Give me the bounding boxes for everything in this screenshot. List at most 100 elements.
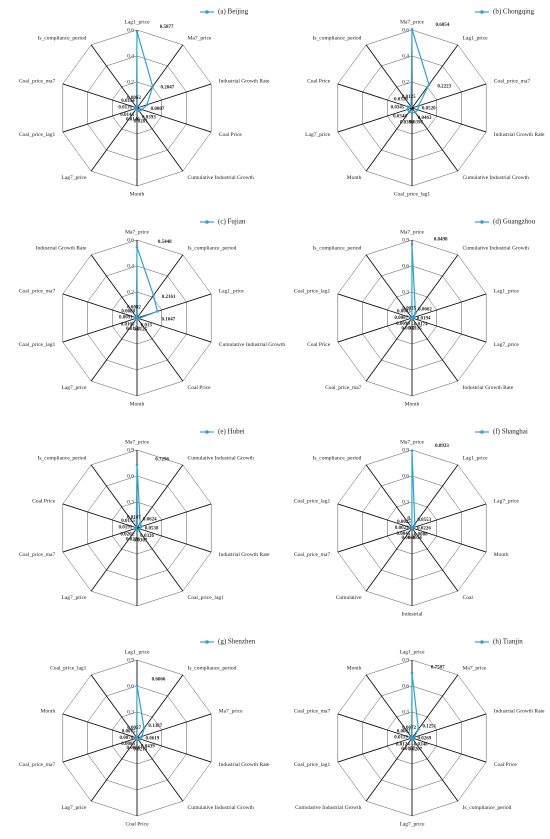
legend-marker xyxy=(480,430,484,434)
value-label: 0.0226 xyxy=(126,537,140,542)
legend-label: (a) Beijing xyxy=(218,8,249,16)
value-label: 0.0043 xyxy=(397,310,411,315)
spoke xyxy=(90,674,138,739)
category-label: Month xyxy=(130,191,145,197)
category-label: Lag7_price xyxy=(399,821,425,827)
data-point xyxy=(138,522,142,525)
r-tick-label: 0.3 xyxy=(127,709,134,715)
legend-marker xyxy=(205,640,209,644)
value-label: 0.0085 xyxy=(121,742,135,747)
category-label: Industrial Growth Rate xyxy=(219,79,270,85)
data-point xyxy=(140,108,144,111)
series-area xyxy=(409,450,416,530)
radar-chart: 0.2 0.4 0.6 Lag1_price Ma7_price Industrial G… xyxy=(19,8,270,198)
category-label: Coal_price_ma7 xyxy=(19,762,56,768)
category-label: Industrial Growth Rate xyxy=(36,246,87,252)
value-label: 0.2223 xyxy=(437,84,451,89)
spoke xyxy=(62,83,138,109)
value-label: 0.0086 xyxy=(126,746,140,751)
category-label: Ma7_price xyxy=(400,19,424,25)
legend-label: (b) Chongqing xyxy=(493,8,535,16)
data-point xyxy=(142,726,146,730)
spoke xyxy=(411,503,487,529)
value-label: 0.0191 xyxy=(118,526,132,531)
category-label: Coal Price xyxy=(219,132,243,138)
category-label: Coal_price_ma7 xyxy=(494,79,531,85)
category-label: Ma7_price xyxy=(400,229,424,235)
value-label: 0.0307 xyxy=(134,538,148,543)
category-label: Coal_price_lag1 xyxy=(294,762,331,768)
spoke xyxy=(62,503,138,529)
category-label: Is_compliance_period xyxy=(313,246,362,252)
category-label: Cumulative Industrial Growth xyxy=(188,175,255,181)
spoke xyxy=(90,527,138,592)
data-point xyxy=(140,735,144,738)
value-label: 0.0463 xyxy=(418,116,432,121)
category-label: Month xyxy=(41,709,56,715)
data-point xyxy=(135,106,138,109)
r-tick-label: 0.6 xyxy=(127,27,134,33)
spoke xyxy=(411,107,459,172)
data-point xyxy=(413,522,417,526)
spoke xyxy=(365,254,413,319)
category-label: Cumulative xyxy=(336,595,362,601)
value-label: 0.0213 xyxy=(133,748,147,753)
data-point xyxy=(410,671,414,675)
category-label: Industrial xyxy=(401,611,423,617)
spoke xyxy=(90,254,138,319)
spoke xyxy=(365,44,413,109)
value-label: 0.0099 xyxy=(396,322,410,327)
legend-marker xyxy=(205,10,209,14)
r-tick-label: 0.3 xyxy=(402,499,409,505)
value-label: 0.0119 xyxy=(394,736,408,741)
value-label: 0.0146 xyxy=(126,117,140,122)
value-label: 0.0105 xyxy=(121,322,135,327)
value-label: 0. xyxy=(407,516,412,521)
category-label: Coal_price_lag1 xyxy=(294,289,331,295)
spoke xyxy=(62,107,138,133)
value-label: 0.0326 xyxy=(140,534,154,539)
category-label: Month xyxy=(347,175,362,181)
r-tick-label: 0.9 xyxy=(127,447,134,453)
radar-chart: 0.2 0.4 0.6 Ma7_price Lag1_price Coal_price_m… xyxy=(305,8,545,198)
data-point xyxy=(135,684,139,687)
spoke xyxy=(365,674,413,739)
spoke xyxy=(90,317,138,382)
spoke xyxy=(136,527,212,553)
data-point xyxy=(408,110,411,113)
spoke xyxy=(337,83,413,109)
category-label: Coal xyxy=(463,595,474,601)
r-tick-label: 0.9 xyxy=(402,237,409,243)
r-tick-label: 0.2 xyxy=(127,289,134,295)
category-label: Coal_price_ma7 xyxy=(19,289,56,295)
spoke xyxy=(337,527,413,553)
value-label: 0.5448 xyxy=(158,240,172,245)
data-point xyxy=(156,310,159,313)
value-label: 0.0091 xyxy=(119,316,133,321)
category-label: Industrial Growth Rate xyxy=(463,385,514,391)
data-point xyxy=(416,108,420,112)
category-label: Coal_price_lag1 xyxy=(19,132,56,138)
legend-label: (g) Shenzhen xyxy=(218,638,256,646)
data-point xyxy=(410,316,414,320)
spoke xyxy=(411,713,487,739)
category-label: Lag7_price xyxy=(61,385,87,391)
data-point xyxy=(137,109,141,113)
category-label: Month xyxy=(347,666,362,672)
category-label: Is_compliance_period xyxy=(188,666,237,672)
category-label: Lag1_price xyxy=(463,456,489,462)
value-label: 0.0102 xyxy=(401,326,415,331)
spoke xyxy=(136,107,212,133)
data-point xyxy=(417,104,420,108)
value-label: 0.7507 xyxy=(431,666,445,671)
value-label: 0.0088 xyxy=(121,309,135,314)
value-label: 0.5877 xyxy=(160,25,174,30)
r-tick-label: 0.6 xyxy=(402,473,409,479)
category-label: Lag7_price xyxy=(61,805,87,811)
category-label: Is_compliance_period xyxy=(313,456,362,462)
category-label: Ma7_price xyxy=(125,229,149,235)
value-label: 0.0207 xyxy=(408,747,422,752)
legend-marker xyxy=(480,640,484,644)
series-area xyxy=(134,464,143,531)
